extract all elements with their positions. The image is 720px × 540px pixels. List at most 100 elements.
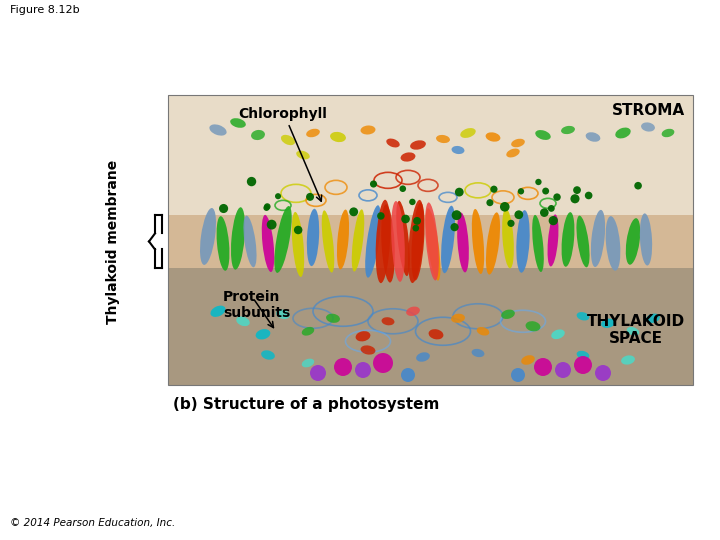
- Ellipse shape: [561, 126, 575, 134]
- Circle shape: [370, 180, 377, 187]
- Circle shape: [451, 210, 462, 220]
- Ellipse shape: [361, 125, 376, 134]
- Text: Protein
subunits: Protein subunits: [223, 290, 290, 320]
- Circle shape: [570, 194, 580, 204]
- Ellipse shape: [210, 306, 225, 317]
- Circle shape: [514, 211, 523, 219]
- Ellipse shape: [352, 210, 364, 272]
- Ellipse shape: [477, 327, 490, 335]
- Ellipse shape: [396, 201, 410, 276]
- Ellipse shape: [387, 139, 400, 147]
- Ellipse shape: [486, 212, 500, 274]
- Bar: [168, 215, 693, 267]
- Ellipse shape: [261, 350, 275, 360]
- Ellipse shape: [662, 129, 675, 137]
- Ellipse shape: [274, 206, 292, 273]
- Circle shape: [540, 208, 549, 217]
- Circle shape: [266, 220, 276, 229]
- Ellipse shape: [330, 132, 346, 142]
- Circle shape: [401, 215, 410, 224]
- Ellipse shape: [410, 140, 426, 150]
- Ellipse shape: [428, 329, 444, 340]
- Circle shape: [310, 365, 326, 381]
- Ellipse shape: [302, 327, 314, 336]
- Circle shape: [409, 199, 415, 205]
- Ellipse shape: [262, 215, 274, 272]
- Ellipse shape: [302, 359, 314, 367]
- Ellipse shape: [485, 132, 500, 141]
- Circle shape: [555, 362, 571, 378]
- Ellipse shape: [577, 312, 590, 320]
- Circle shape: [275, 193, 281, 199]
- Ellipse shape: [532, 215, 544, 272]
- Circle shape: [487, 199, 493, 206]
- Circle shape: [573, 186, 581, 194]
- Bar: [168, 267, 693, 385]
- Ellipse shape: [621, 355, 635, 364]
- Circle shape: [549, 216, 558, 225]
- Ellipse shape: [230, 118, 246, 128]
- Text: THYLAKOID
SPACE: THYLAKOID SPACE: [587, 314, 685, 346]
- Ellipse shape: [640, 213, 652, 266]
- Ellipse shape: [616, 127, 631, 138]
- Circle shape: [548, 205, 554, 212]
- Ellipse shape: [577, 351, 590, 359]
- Ellipse shape: [472, 349, 485, 357]
- Ellipse shape: [591, 210, 605, 267]
- Text: Figure 8.12b: Figure 8.12b: [10, 5, 80, 15]
- Ellipse shape: [626, 327, 639, 336]
- Ellipse shape: [217, 216, 230, 271]
- Ellipse shape: [436, 135, 450, 143]
- Ellipse shape: [425, 202, 439, 280]
- Ellipse shape: [416, 352, 430, 362]
- Circle shape: [553, 193, 561, 201]
- Circle shape: [455, 188, 464, 197]
- Circle shape: [595, 365, 611, 381]
- Ellipse shape: [472, 209, 484, 274]
- Circle shape: [634, 182, 642, 190]
- Ellipse shape: [460, 128, 476, 138]
- Bar: [168, 95, 693, 215]
- Circle shape: [518, 188, 524, 194]
- Ellipse shape: [426, 208, 441, 281]
- Ellipse shape: [457, 213, 469, 272]
- Text: © 2014 Pearson Education, Inc.: © 2014 Pearson Education, Inc.: [10, 518, 175, 528]
- Circle shape: [500, 202, 510, 212]
- Ellipse shape: [243, 215, 256, 267]
- Ellipse shape: [521, 355, 535, 365]
- Circle shape: [574, 356, 592, 374]
- Ellipse shape: [535, 130, 551, 140]
- Ellipse shape: [552, 329, 564, 339]
- Circle shape: [355, 362, 371, 378]
- Circle shape: [413, 217, 421, 225]
- Text: Chlorophyll: Chlorophyll: [238, 107, 328, 121]
- Text: STROMA: STROMA: [612, 103, 685, 118]
- Ellipse shape: [200, 208, 216, 265]
- Circle shape: [334, 358, 352, 376]
- Ellipse shape: [281, 135, 295, 145]
- Ellipse shape: [511, 139, 525, 147]
- Ellipse shape: [585, 132, 600, 142]
- Ellipse shape: [408, 200, 424, 283]
- Ellipse shape: [451, 146, 464, 154]
- Ellipse shape: [501, 309, 515, 319]
- Circle shape: [490, 186, 498, 193]
- Ellipse shape: [251, 130, 265, 140]
- Ellipse shape: [441, 206, 455, 273]
- Ellipse shape: [236, 316, 250, 326]
- Ellipse shape: [506, 148, 520, 158]
- Ellipse shape: [381, 204, 395, 282]
- Ellipse shape: [502, 208, 514, 268]
- Ellipse shape: [516, 210, 530, 273]
- Ellipse shape: [322, 211, 334, 273]
- Circle shape: [264, 205, 269, 211]
- Ellipse shape: [547, 214, 559, 266]
- Ellipse shape: [376, 200, 390, 283]
- Ellipse shape: [526, 321, 541, 332]
- Ellipse shape: [365, 205, 381, 278]
- Circle shape: [401, 368, 415, 382]
- Circle shape: [535, 179, 541, 185]
- Ellipse shape: [337, 210, 349, 269]
- Ellipse shape: [306, 129, 320, 137]
- Ellipse shape: [400, 152, 415, 161]
